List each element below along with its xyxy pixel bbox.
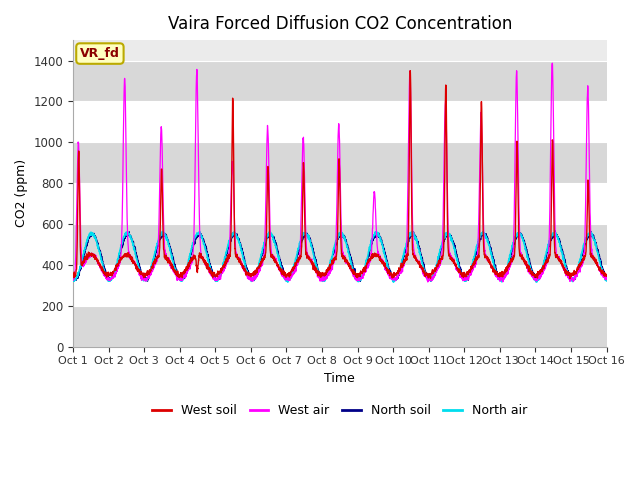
Bar <box>73 224 607 265</box>
Bar <box>73 183 607 224</box>
Y-axis label: CO2 (ppm): CO2 (ppm) <box>15 159 28 228</box>
Legend: West soil, West air, North soil, North air: West soil, West air, North soil, North a… <box>147 399 532 422</box>
Bar <box>73 265 607 306</box>
Title: Vaira Forced Diffusion CO2 Concentration: Vaira Forced Diffusion CO2 Concentration <box>168 15 512 33</box>
Bar <box>73 101 607 142</box>
Bar <box>73 306 607 347</box>
Bar <box>73 142 607 183</box>
Bar <box>73 60 607 101</box>
X-axis label: Time: Time <box>324 372 355 385</box>
Text: VR_fd: VR_fd <box>80 47 120 60</box>
